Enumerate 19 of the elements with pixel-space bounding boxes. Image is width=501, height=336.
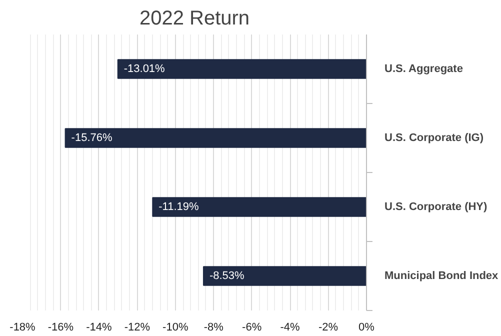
- data-label: -8.53%: [209, 270, 245, 282]
- data-label: -15.76%: [71, 132, 112, 144]
- x-tick-label: -18%: [10, 322, 36, 334]
- y-tick-label: Municipal Bond Index: [384, 270, 500, 282]
- x-tick-label: -12%: [124, 322, 150, 334]
- x-tick-label: -6%: [242, 322, 262, 334]
- x-tick-label: 0%: [358, 322, 375, 334]
- y-tick-label: U.S. Corporate (IG): [384, 132, 484, 144]
- data-label: -13.01%: [124, 63, 166, 75]
- y-tick-label: U.S. Aggregate: [384, 63, 463, 75]
- data-label: -11.19%: [158, 201, 200, 213]
- x-tick-label: -2%: [318, 322, 338, 334]
- y-tick-label: U.S. Corporate (HY): [384, 201, 488, 213]
- chart-title: 2022 Return: [139, 8, 250, 30]
- x-tick-label: -10%: [162, 322, 188, 334]
- x-tick-label: -14%: [86, 322, 112, 334]
- x-tick-label: -16%: [48, 322, 74, 334]
- x-tick-label: -8%: [204, 322, 224, 334]
- x-tick-label: -4%: [280, 322, 300, 334]
